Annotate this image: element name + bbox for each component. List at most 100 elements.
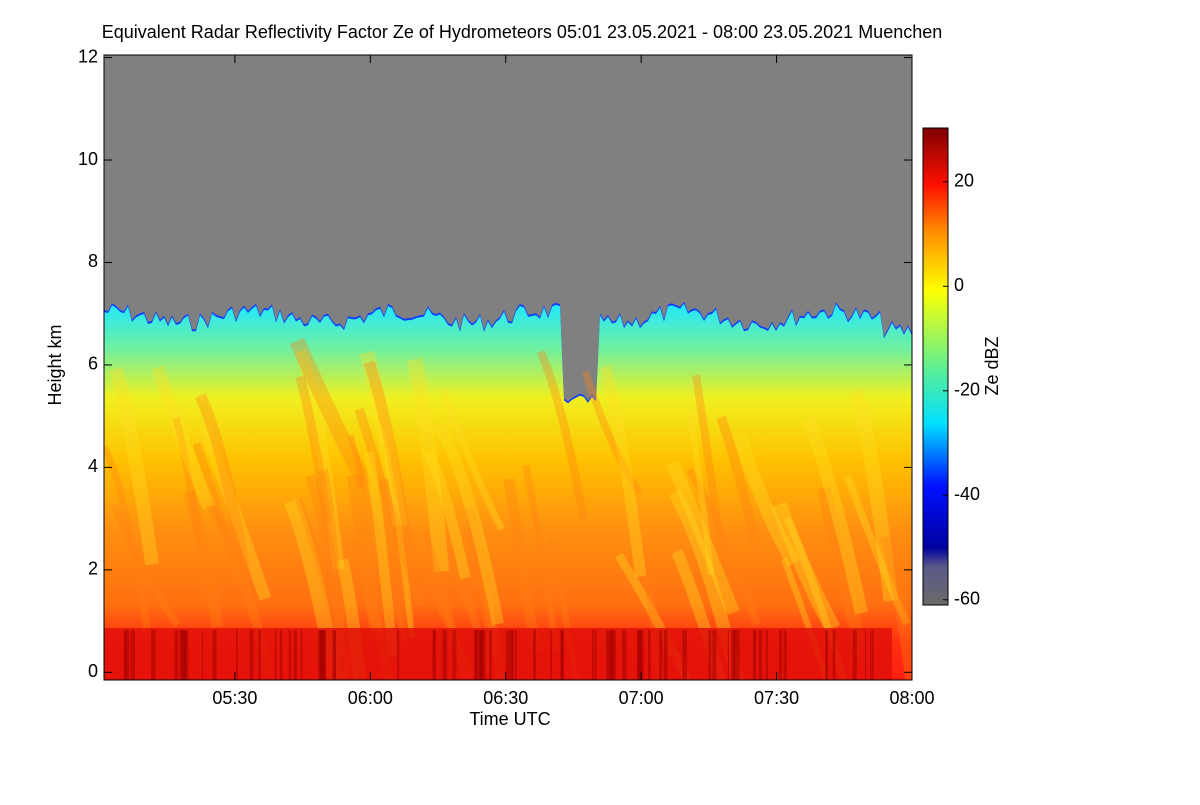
band-streak xyxy=(550,630,553,680)
streak xyxy=(439,388,506,532)
streak xyxy=(536,349,588,521)
band-streak xyxy=(442,630,448,680)
band-streak xyxy=(622,630,627,680)
streak xyxy=(183,489,224,629)
band-streak xyxy=(258,630,261,680)
streak xyxy=(686,409,715,576)
band-streak xyxy=(825,630,829,680)
y-tick-label: 6 xyxy=(88,354,98,374)
band-streak xyxy=(274,630,277,680)
band-streak xyxy=(594,630,597,680)
streak xyxy=(463,528,506,680)
y-tick-label: 12 xyxy=(78,46,98,66)
band-streak xyxy=(212,630,215,680)
streak xyxy=(848,388,899,602)
streak xyxy=(377,477,413,638)
streak xyxy=(376,424,416,638)
streak xyxy=(685,467,761,626)
streak xyxy=(802,415,868,615)
streak xyxy=(424,450,471,580)
band-streak xyxy=(123,630,126,680)
streak xyxy=(732,432,801,567)
colorbar xyxy=(922,127,949,606)
band-streak xyxy=(489,630,492,680)
band-streak xyxy=(174,630,179,680)
reflectivity-field xyxy=(104,55,912,680)
band-streak xyxy=(752,630,756,680)
band-streak xyxy=(832,630,836,680)
band-streak xyxy=(505,630,509,680)
band-streak xyxy=(454,630,457,680)
band-streak xyxy=(735,630,740,680)
band-streak xyxy=(659,630,663,680)
streak xyxy=(879,534,912,680)
band-streak xyxy=(870,630,872,680)
y-tick-label: 4 xyxy=(88,456,98,476)
band-streak xyxy=(852,630,857,680)
streak xyxy=(295,375,333,525)
band-streak xyxy=(663,630,668,680)
streak xyxy=(716,415,761,550)
streak xyxy=(636,541,664,680)
x-tick-label: 07:30 xyxy=(754,688,799,708)
streak xyxy=(359,350,408,527)
band-streak xyxy=(332,630,336,680)
band-streak xyxy=(533,630,537,680)
band-streak xyxy=(179,630,182,680)
band-streak xyxy=(202,630,204,680)
streak xyxy=(354,407,426,607)
colorbar-tick-label: -60 xyxy=(954,589,980,609)
streak xyxy=(346,474,386,634)
streak xyxy=(289,337,373,490)
streak xyxy=(692,374,727,563)
streak xyxy=(844,474,911,626)
x-tick-label: 06:00 xyxy=(348,688,393,708)
streak xyxy=(110,502,181,628)
streak xyxy=(407,357,450,573)
band-streak xyxy=(514,630,517,680)
bright-band xyxy=(104,628,892,680)
streak xyxy=(104,445,151,630)
band-streak xyxy=(236,630,238,680)
band-streak xyxy=(183,630,189,680)
band-streak xyxy=(611,630,616,680)
colorbar-tick-label: 20 xyxy=(954,171,974,191)
band-streak xyxy=(639,630,644,680)
band-streak xyxy=(765,630,768,680)
band-streak xyxy=(592,630,594,680)
band-streak xyxy=(560,630,564,680)
band-streak xyxy=(300,630,303,680)
band-streak xyxy=(432,630,436,680)
streak xyxy=(581,370,643,495)
streak xyxy=(363,451,398,657)
cloud xyxy=(104,303,912,680)
chart-title: Equivalent Radar Reflectivity Factor Ze … xyxy=(102,22,943,42)
band-streak xyxy=(727,630,729,680)
y-tick-label: 10 xyxy=(78,149,98,169)
y-axis-label: Height km xyxy=(45,324,65,405)
band-streak xyxy=(452,630,455,680)
streak xyxy=(771,501,841,633)
band-streak xyxy=(708,630,712,680)
band-streak xyxy=(758,630,763,680)
band-streak xyxy=(288,630,291,680)
band-streak xyxy=(397,630,400,680)
y-tick-label: 2 xyxy=(88,559,98,579)
colorbar-tick-label: 0 xyxy=(954,275,964,295)
x-tick-label: 06:30 xyxy=(483,688,528,708)
x-axis-label: Time UTC xyxy=(469,709,550,729)
band-streak xyxy=(872,630,874,680)
band-streak xyxy=(783,630,787,680)
band-streak xyxy=(648,630,650,680)
colorbar-tick-label: -40 xyxy=(954,484,980,504)
band-streak xyxy=(712,630,717,680)
band-streak xyxy=(319,630,325,680)
band-streak xyxy=(778,630,782,680)
band-streak xyxy=(511,630,514,680)
band-streak xyxy=(279,630,283,680)
band-streak xyxy=(479,630,484,680)
band-streak xyxy=(864,630,866,680)
streak xyxy=(198,423,272,601)
band-streak xyxy=(125,630,130,680)
